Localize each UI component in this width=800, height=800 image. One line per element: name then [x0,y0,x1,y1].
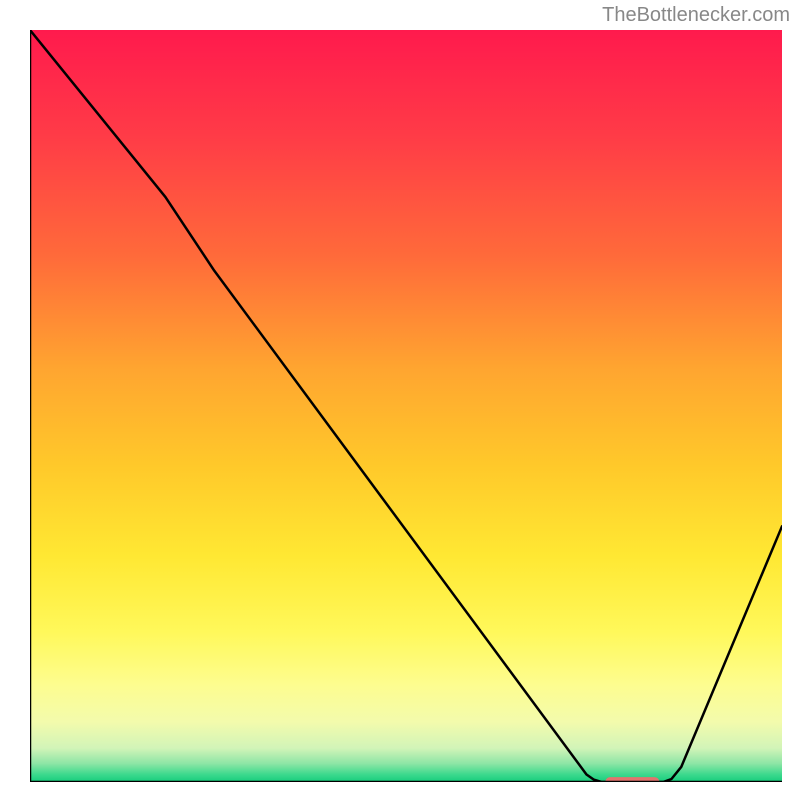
watermark-text: TheBottlenecker.com [602,4,790,27]
gradient-background [30,30,782,782]
plot-svg [30,30,782,782]
figure-root: TheBottlenecker.com [0,0,800,800]
plot-area [30,30,782,782]
